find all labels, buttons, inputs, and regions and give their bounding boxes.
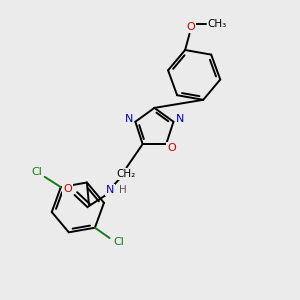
Text: N: N — [125, 114, 133, 124]
Text: N: N — [106, 185, 114, 195]
Text: H: H — [119, 185, 127, 195]
Text: O: O — [187, 22, 195, 32]
Text: CH₂: CH₂ — [117, 169, 136, 179]
Text: O: O — [167, 142, 176, 153]
Text: CH₃: CH₃ — [208, 19, 227, 28]
Text: Cl: Cl — [113, 237, 124, 247]
Text: Cl: Cl — [31, 167, 42, 177]
Text: N: N — [176, 114, 184, 124]
Text: O: O — [63, 184, 72, 194]
